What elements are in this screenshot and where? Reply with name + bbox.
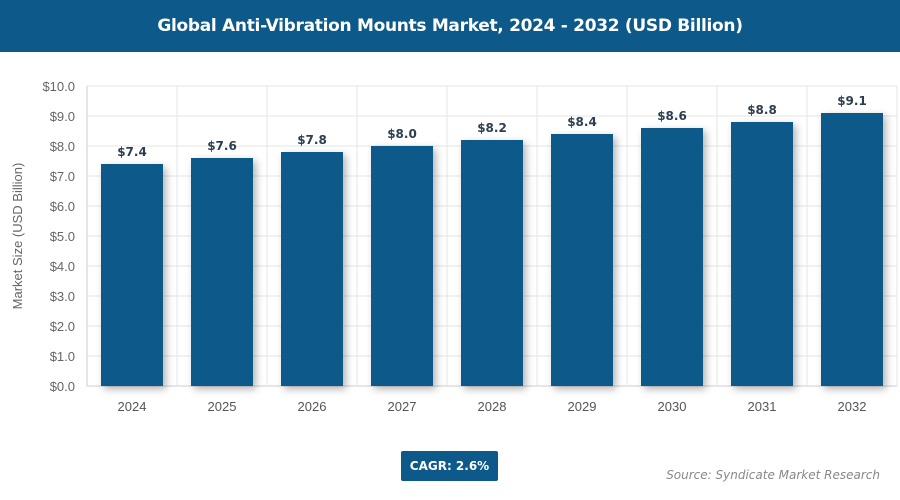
y-tick-label: $1.0: [50, 349, 75, 364]
bar-2032: [821, 113, 883, 386]
bar-2030: [641, 128, 703, 386]
bar-2026: [281, 152, 343, 386]
x-tick-label: 2024: [118, 399, 147, 414]
y-tick-label: $6.0: [50, 199, 75, 214]
bar-2028: [461, 140, 523, 386]
x-tick-label: 2028: [478, 399, 507, 414]
cagr-badge: CAGR: 2.6%: [401, 451, 498, 481]
x-tick-label: 2027: [388, 399, 417, 414]
y-axis-label: Market Size (USD Billion): [10, 163, 25, 310]
data-label: $8.2: [477, 121, 507, 135]
x-tick-label: 2026: [298, 399, 327, 414]
bar-2027: [371, 146, 433, 386]
bar-2025: [191, 158, 253, 386]
chart-title: Global Anti-Vibration Mounts Market, 202…: [0, 0, 900, 52]
x-tick-label: 2031: [748, 399, 777, 414]
y-tick-label: $0.0: [50, 379, 75, 394]
data-label: $8.8: [747, 103, 777, 117]
data-label: $7.6: [207, 139, 237, 153]
data-label: $7.8: [297, 133, 327, 147]
y-tick-label: $3.0: [50, 289, 75, 304]
data-label: $8.6: [657, 109, 687, 123]
y-tick-label: $9.0: [50, 109, 75, 124]
y-tick-label: $7.0: [50, 169, 75, 184]
x-tick-label: 2025: [208, 399, 237, 414]
y-tick-label: $2.0: [50, 319, 75, 334]
x-tick-label: 2030: [658, 399, 687, 414]
y-tick-label: $5.0: [50, 229, 75, 244]
bar-2029: [551, 134, 613, 386]
data-label: $8.0: [387, 127, 417, 141]
data-label: $8.4: [567, 115, 597, 129]
bar-2031: [731, 122, 793, 386]
y-tick-label: $4.0: [50, 259, 75, 274]
x-tick-label: 2032: [838, 399, 867, 414]
x-tick-label: 2029: [568, 399, 597, 414]
data-label: $9.1: [837, 94, 867, 108]
y-tick-label: $8.0: [50, 139, 75, 154]
source-note: Source: Syndicate Market Research: [666, 468, 880, 482]
y-tick-label: $10.0: [42, 79, 75, 94]
bar-2024: [101, 164, 163, 386]
data-label: $7.4: [117, 145, 147, 159]
